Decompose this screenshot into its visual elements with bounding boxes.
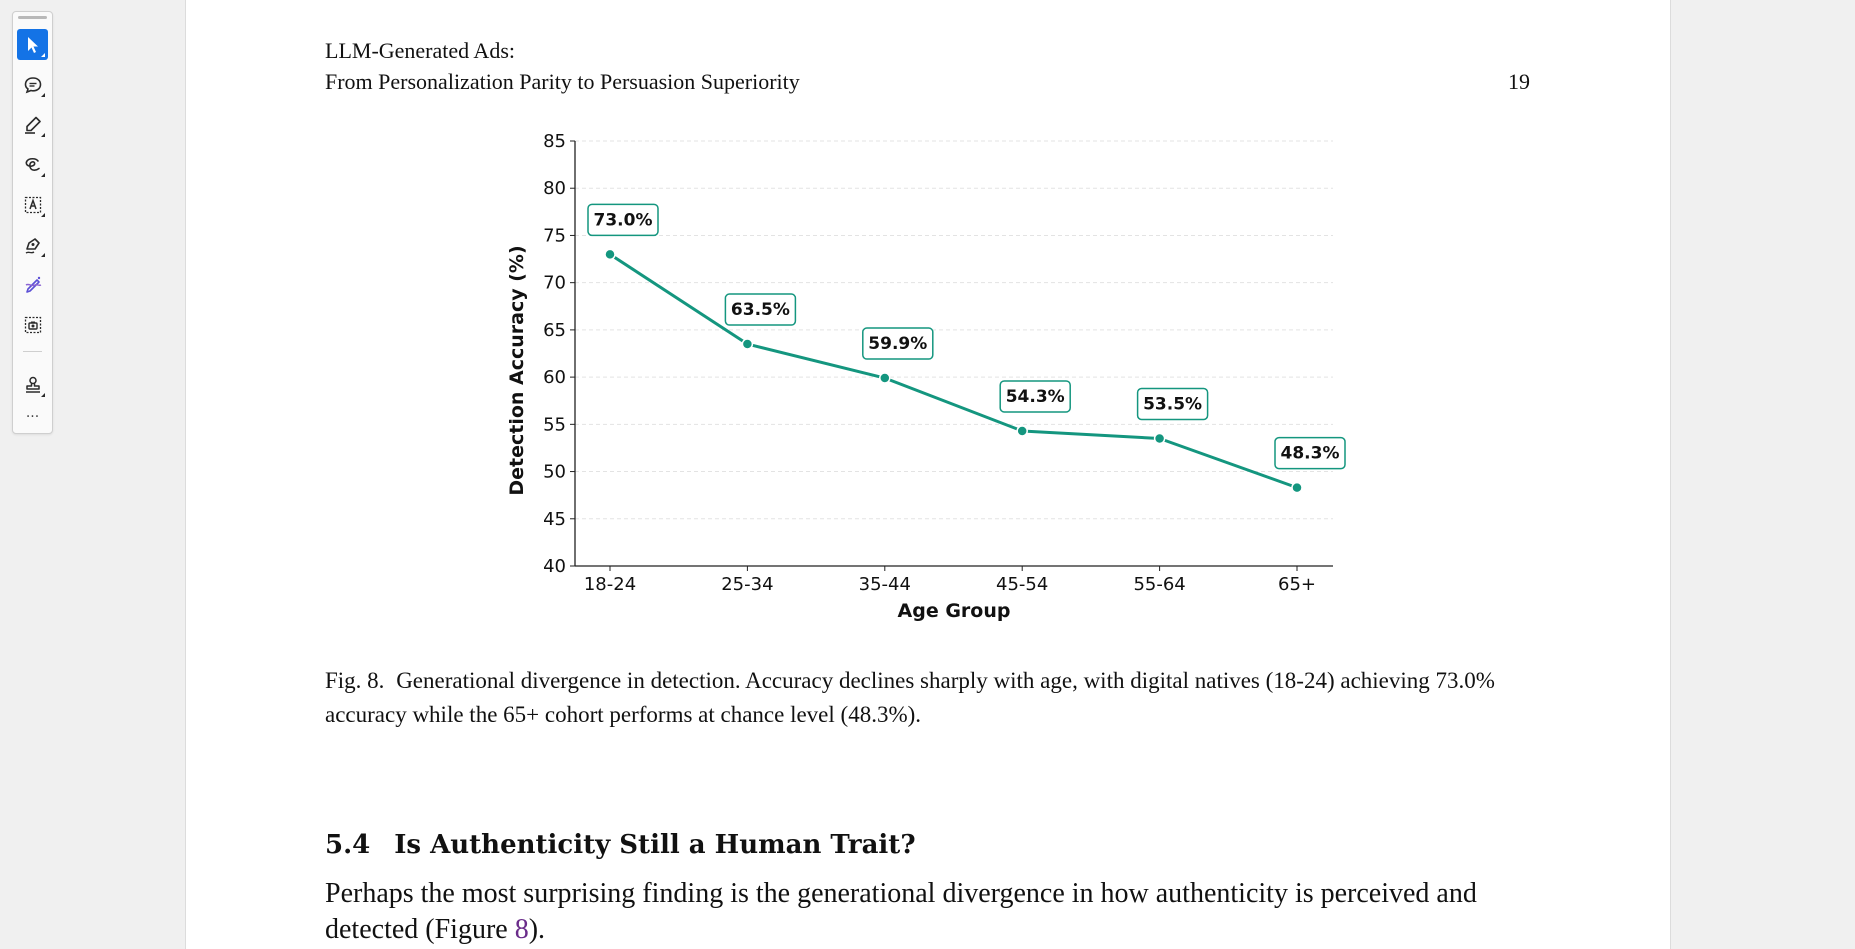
x-tick-label: 55-64: [1133, 574, 1185, 595]
highlighter-pen-icon: [24, 116, 41, 134]
snapshot-tool-button[interactable]: [17, 309, 48, 340]
x-tick-label: 35-44: [859, 574, 911, 595]
page-number: 19: [1508, 69, 1530, 94]
y-axis-label: Detection Accuracy (%): [506, 245, 528, 495]
body-text-after: ).: [528, 914, 546, 945]
data-label: 48.3%: [1281, 444, 1340, 464]
data-label-box: [862, 327, 934, 360]
x-tick-label: 25-34: [721, 574, 773, 595]
toolbar-grip[interactable]: [18, 16, 47, 19]
figure-caption: Fig. 8. Generational divergence in detec…: [325, 664, 1533, 732]
data-label-box: [724, 293, 797, 326]
data-label: 53.5%: [1143, 395, 1202, 415]
data-label: 63.5%: [731, 300, 790, 320]
annotation-toolbar: ···: [12, 11, 53, 434]
y-tick-label: 55: [543, 414, 566, 435]
draw-tool-button[interactable]: [17, 149, 48, 180]
data-label: 54.3%: [1006, 387, 1065, 407]
running-header-title-line2: From Personalization Parity to Persuasio…: [325, 69, 800, 94]
stamp-icon: [25, 376, 40, 393]
body-text-before: Perhaps the most surprising finding is t…: [325, 878, 1477, 945]
cursor-arrow-icon: [27, 36, 38, 53]
data-point: [604, 248, 616, 261]
x-tick-label: 65+: [1278, 574, 1316, 595]
data-point: [879, 372, 891, 384]
data-label: 59.9%: [868, 334, 927, 354]
data-point: [1153, 432, 1166, 445]
section-number: 5.4: [325, 830, 371, 860]
figure-reference-link[interactable]: 8: [514, 914, 529, 945]
y-tick-label: 60: [543, 367, 566, 388]
caption-text: Generational divergence in detection. Ac…: [325, 668, 1495, 727]
x-axis-label: Age Group: [898, 600, 1011, 622]
stamp-tool-button[interactable]: [17, 369, 48, 400]
ai-pen-tool-button[interactable]: [17, 269, 48, 300]
body-paragraph: Perhaps the most surprising finding is t…: [325, 876, 1535, 948]
section-heading: 5.4 Is Authenticity Still a Human Trait?: [325, 830, 916, 860]
y-tick-label: 40: [543, 556, 566, 577]
data-label-box: [587, 203, 659, 237]
data-point: [1291, 481, 1303, 494]
select-tool-button[interactable]: [17, 29, 48, 60]
y-tick-label: 50: [543, 462, 566, 483]
toolbar-separator: [23, 351, 42, 352]
text-box-tool-button[interactable]: [17, 189, 48, 220]
y-tick-label: 80: [543, 178, 566, 199]
y-tick-label: 45: [543, 509, 566, 530]
x-tick-label: 45-54: [996, 574, 1048, 595]
data-point: [1016, 425, 1028, 437]
camera-select-icon: [24, 316, 41, 333]
data-label-box: [1274, 436, 1346, 470]
freehand-loop-icon: [25, 157, 40, 171]
running-header-title-line1: LLM-Generated Ads:: [325, 38, 515, 63]
document-page: [185, 0, 1671, 949]
comment-tool-button[interactable]: [17, 69, 48, 100]
y-tick-label: 85: [543, 131, 566, 152]
data-label-box: [1136, 387, 1209, 421]
y-tick-label: 75: [543, 225, 566, 246]
pen-sign-icon: [25, 237, 40, 254]
comment-bubble-icon: [24, 76, 41, 93]
data-point: [741, 338, 754, 350]
data-label-box: [999, 380, 1071, 413]
x-tick-label: 18-24: [584, 574, 636, 595]
magic-pen-icon: [25, 276, 41, 293]
series-line: [609, 253, 1298, 490]
fill-sign-tool-button[interactable]: [17, 229, 48, 260]
data-label: 73.0%: [594, 210, 653, 230]
figure-label: Fig. 8.: [325, 668, 385, 693]
text-box-icon: [24, 196, 41, 213]
highlight-tool-button[interactable]: [17, 109, 48, 140]
section-title-text: Is Authenticity Still a Human Trait?: [394, 830, 916, 860]
y-tick-label: 70: [543, 273, 566, 294]
y-tick-label: 65: [543, 320, 566, 341]
more-tools-button[interactable]: ···: [25, 409, 40, 425]
